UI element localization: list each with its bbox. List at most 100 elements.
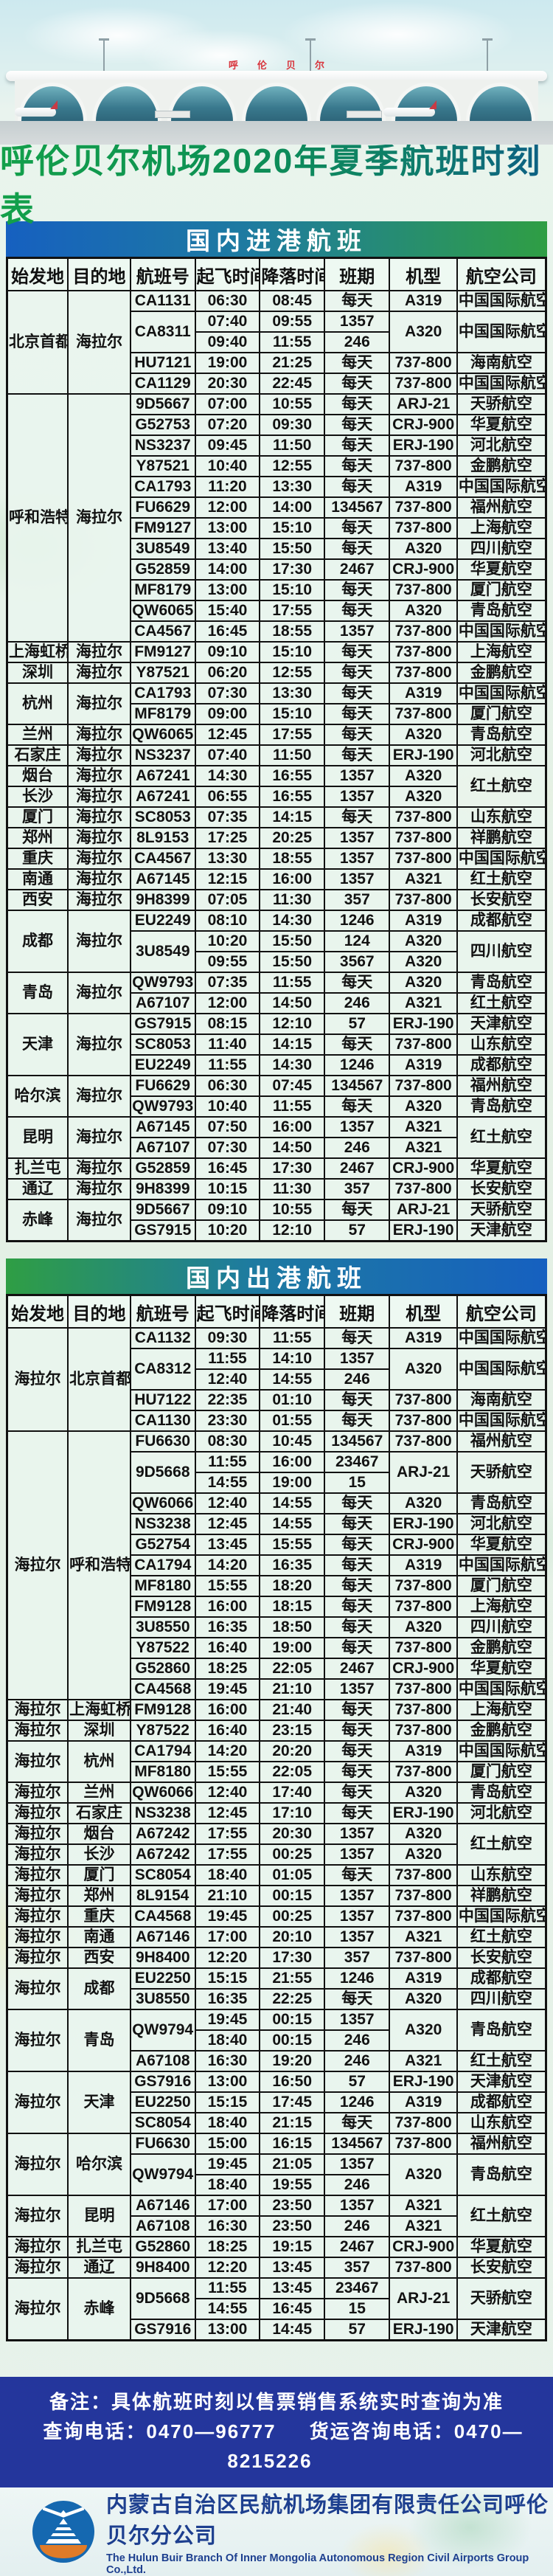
cell: 9H8400 [129,1947,196,1969]
table-row: 成都 海拉尔 EU2249 08:10 14:30 1246 A319 成都航空 [6,910,547,973]
cell: 中国国际航空 [456,682,547,704]
cell: NS3238 [129,1513,196,1535]
cell: 兰州 [6,724,69,746]
cell: 海拉尔 [6,2009,69,2072]
cell: 1246 [324,910,391,932]
cell: 357 [324,1178,391,1200]
cell: 每天 [324,662,391,684]
cell: A67145 [129,1116,196,1138]
cell: NS3238 [129,1802,196,1824]
cell: CA1130 [129,1410,196,1432]
cell: 737-800 [389,1389,458,1411]
cell: G52754 [129,1534,196,1556]
cell: 3U8549 [129,538,196,560]
cell: 18:55 [259,848,326,870]
cell: 中国国际航空 [456,1678,547,1700]
cell: 23:15 [259,1720,326,1742]
cell: 14:10 [259,1348,326,1370]
cell: A319 [389,476,458,498]
cell: 13:40 [194,538,261,560]
cell: 2467 [324,1658,391,1680]
cell: 09:10 [194,641,261,663]
cell: 海拉尔 [6,1885,69,1907]
cell: 中国国际航空 [456,1327,547,1349]
cell: 海拉尔 [6,1740,69,1783]
table-row: 海拉尔 青岛 QW9794 19:45 00:15 1357 A320 青岛航空 [6,2009,547,2072]
cell: 3U8550 [129,1988,196,2010]
cell: 21:25 [259,352,326,374]
cell: A321 [389,1137,458,1159]
cell: A321 [389,2215,458,2237]
cell: 烟台 [6,765,69,787]
cell: 14:20 [194,1554,261,1576]
cell: 上海航空 [456,1596,547,1618]
cell: 57 [324,1219,391,1242]
cell: 海拉尔 [6,1802,69,1824]
cell: 1246 [324,1054,391,1076]
cell: ERJ-190 [389,434,458,457]
cell: 16:40 [194,1720,261,1742]
cell: 天骄航空 [456,1451,547,1494]
cell: 1357 [324,311,391,333]
cell: 11:30 [259,1178,326,1200]
cell: A321 [389,868,458,890]
cell: 中国国际航空 [456,1905,547,1928]
cell: ERJ-190 [389,2319,458,2341]
cell: MF8180 [129,1575,196,1597]
cell: A319 [389,1327,458,1349]
cell: 737-800 [389,1699,458,1721]
cell: 每天 [324,1782,391,1804]
cell: 14:30 [259,1054,326,1076]
cell: 11:20 [194,476,261,498]
cell: 10:15 [194,1178,261,1200]
column-header: 起飞时间 [194,257,261,291]
table-row: HU7122 22:35 01:10 每天 737-800 海南航空 [7,1389,547,1411]
cell: 华夏航空 [456,1658,547,1680]
arrivals-banner-label: 国内进港航班 [186,227,367,255]
cell: 每天 [324,1327,391,1349]
table-row: 14:55 19:00 15 [7,1472,546,1494]
airport-apron [0,121,553,145]
table-row: QW9793 10:40 11:55 每天 A320 青岛航空 [7,1095,547,1118]
cell: A321 [389,2195,458,2217]
table-row: 厦门 海拉尔 SC8053 07:35 14:15 每天 737-800 山东航空 [6,806,547,828]
cell: A321 [389,992,458,1014]
cell: FU6629 [129,496,196,519]
cell: 每天 [324,1410,391,1432]
cell: G52753 [129,414,196,436]
cell: MF8179 [129,703,196,725]
cell: 10:40 [194,455,261,477]
table-row: 海拉尔 北京首都 CA1132 09:30 11:55 每天 A319 中国国际航空 [6,1327,547,1432]
cell: 19:15 [259,2236,326,2258]
cell: 1357 [324,1116,391,1138]
cell: 每天 [324,1699,391,1721]
cell: 246 [324,1368,391,1391]
cell: 长沙 [67,1843,131,1866]
cell: A320 [389,2153,458,2196]
departures-table: 始发地目的地航班号起飞时间降落时间班期机型航空公司 海拉尔北京首都CA11320… [6,1294,547,2341]
cell: 17:30 [259,558,326,581]
cell: QW9793 [129,972,196,994]
cell: 18:25 [194,2236,261,2258]
cell: 15:50 [259,930,326,952]
column-header: 降落时间 [259,257,326,291]
table-row: 海拉尔 哈尔滨 FU6630 15:00 16:15 134567 737-800 福州航空 [6,2133,547,2196]
cell: Y87522 [129,1637,196,1659]
cell: 1357 [324,1843,391,1866]
cell: 每天 [324,724,391,746]
cell: 河北航空 [456,744,547,766]
cell: GS7916 [129,2319,196,2341]
cell: CA8311 [129,311,196,353]
cell: CA1129 [129,373,196,395]
cell: 成都航空 [456,910,547,932]
cell: 每天 [324,1033,391,1056]
cell: 08:30 [194,1430,261,1453]
cell: 通辽 [67,2257,131,2279]
cell: 福州航空 [456,496,547,519]
cell: 中国国际航空 [456,1740,547,1762]
cell: 06:55 [194,786,261,808]
cell: A321 [389,1926,458,1948]
cell: 18:40 [194,2174,261,2196]
cell: 华夏航空 [456,558,547,581]
cell: 07:20 [194,414,261,436]
